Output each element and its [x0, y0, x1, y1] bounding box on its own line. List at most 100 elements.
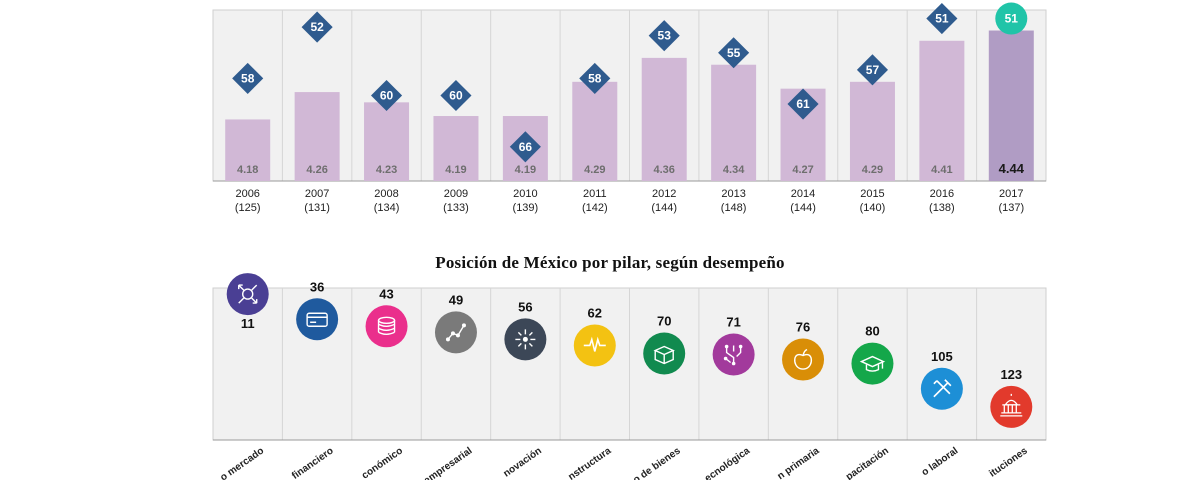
pillar-marker: [573, 324, 616, 367]
pillar-marker: [226, 273, 269, 316]
pillar-marker: [434, 311, 477, 354]
rank-label: 66: [519, 140, 533, 154]
apple-icon: [794, 348, 812, 370]
pillar-circle: [712, 333, 755, 376]
rank-marker: [440, 79, 472, 112]
rank-label: 58: [588, 71, 602, 85]
pillar-rank-label: 70: [657, 314, 671, 329]
year-label: 2017: [999, 188, 1023, 200]
year-label: 2009: [444, 188, 468, 200]
bar-value-label: 4.23: [376, 164, 397, 176]
bar: [433, 116, 479, 181]
bar: [849, 81, 895, 181]
pillar-name-label: o mercado: [218, 445, 266, 480]
pillar-marker: [920, 367, 963, 410]
pillar-circle: [226, 273, 269, 316]
pillar-name-label: n primaria: [776, 445, 822, 480]
pillar-name-label: ecnológica: [703, 445, 752, 480]
economies-count-label: (148): [721, 202, 747, 214]
pillar-rank-label: 62: [588, 305, 602, 320]
bar-value-label: 4.27: [792, 164, 813, 176]
bar-value-label: 4.18: [237, 164, 258, 176]
yearly-index-chart: 4.18 58 2006 (125) 4.26 52 2007 (131) 4.23 60 2008…: [212, 2, 1047, 214]
rank-marker: [301, 11, 333, 43]
bar-value-label: 4.44: [999, 161, 1025, 176]
economies-count-label: (131): [304, 202, 330, 214]
bar-value-label: 4.29: [584, 164, 605, 176]
pillar-rank-label: 123: [1000, 367, 1022, 382]
open-box-icon: [653, 345, 675, 365]
pillar-marker: [643, 332, 686, 375]
year-label: 2011: [583, 188, 607, 200]
year-label: 2006: [235, 188, 259, 200]
network-graph-icon: [445, 323, 466, 342]
pillar-rank-label: 49: [449, 292, 463, 307]
bar-value-label: 4.19: [515, 164, 536, 176]
rank-marker: [232, 62, 264, 94]
year-label: 2015: [860, 188, 884, 200]
rank-label: 51: [1005, 12, 1019, 26]
pillar-name-label: ituciones: [987, 445, 1030, 479]
economies-count-label: (144): [790, 202, 816, 214]
capitol-building-icon: [1000, 393, 1023, 417]
pillar-name-label: novación: [502, 445, 544, 479]
economies-count-label: (125): [235, 202, 261, 214]
year-label: 2014: [791, 188, 815, 200]
pillar-chart-title: Posición de México por pilar, según dese…: [435, 253, 785, 272]
tools-icon: [933, 379, 952, 398]
economies-count-label: (138): [929, 202, 955, 214]
rank-label: 52: [310, 20, 324, 34]
pillar-name-label: conómico: [360, 445, 405, 480]
pillar-marker: [365, 305, 408, 348]
year-label: 2012: [652, 188, 676, 200]
economies-count-label: (133): [443, 202, 469, 214]
pillar-rank-label: 76: [796, 320, 810, 335]
coins-stack-icon: [377, 316, 396, 336]
rank-label: 51: [935, 12, 949, 26]
pillar-circle: [643, 332, 686, 375]
year-label: 2016: [930, 188, 954, 200]
circuit-icon: [723, 344, 743, 366]
rank-label: 61: [796, 97, 810, 111]
year-label: 2007: [305, 188, 329, 200]
bar: [919, 40, 965, 181]
pillar-marker: [712, 333, 755, 376]
pillar-circle: [782, 338, 825, 381]
rank-label: 60: [380, 89, 394, 103]
pillar-name-label: pacitación: [844, 445, 891, 480]
bar: [572, 81, 618, 181]
bar: [225, 119, 271, 181]
pillar-marker: [782, 338, 825, 381]
spark-burst-icon: [515, 329, 536, 350]
pillar-rank-label: 105: [931, 349, 953, 364]
economies-count-label: (142): [582, 202, 608, 214]
graduation-cap-icon: [859, 355, 886, 372]
rank-marker: [370, 79, 403, 112]
pillar-marker: [504, 318, 547, 361]
market-size-icon: [238, 284, 258, 304]
economies-count-label: (144): [651, 202, 677, 214]
pillar-marker: [990, 385, 1033, 428]
bar-value-label: 4.34: [723, 164, 745, 176]
bar: [364, 102, 410, 181]
bar: [988, 30, 1034, 181]
year-label: 2010: [513, 188, 537, 200]
pillar-circle: [296, 298, 339, 341]
rank-label: 57: [866, 63, 880, 77]
bar-value-label: 4.29: [862, 164, 883, 176]
pillar-marker: [851, 342, 894, 385]
economies-count-label: (137): [998, 202, 1024, 214]
pillar-rank-label: 36: [310, 279, 324, 294]
economies-count-label: (134): [374, 202, 400, 214]
rank-label: 60: [449, 89, 463, 103]
bar: [641, 57, 687, 181]
pillar-marker: [296, 298, 339, 341]
pillar-name-label: financiero: [290, 445, 335, 480]
pillar-name-label: o laboral: [920, 445, 961, 478]
infrastructure-pulse-icon: [583, 336, 606, 352]
rank-label: 58: [241, 71, 255, 85]
economies-count-label: (140): [860, 202, 886, 214]
pillar-rank-label: 11: [241, 316, 255, 331]
economies-count-label: (139): [513, 202, 539, 214]
